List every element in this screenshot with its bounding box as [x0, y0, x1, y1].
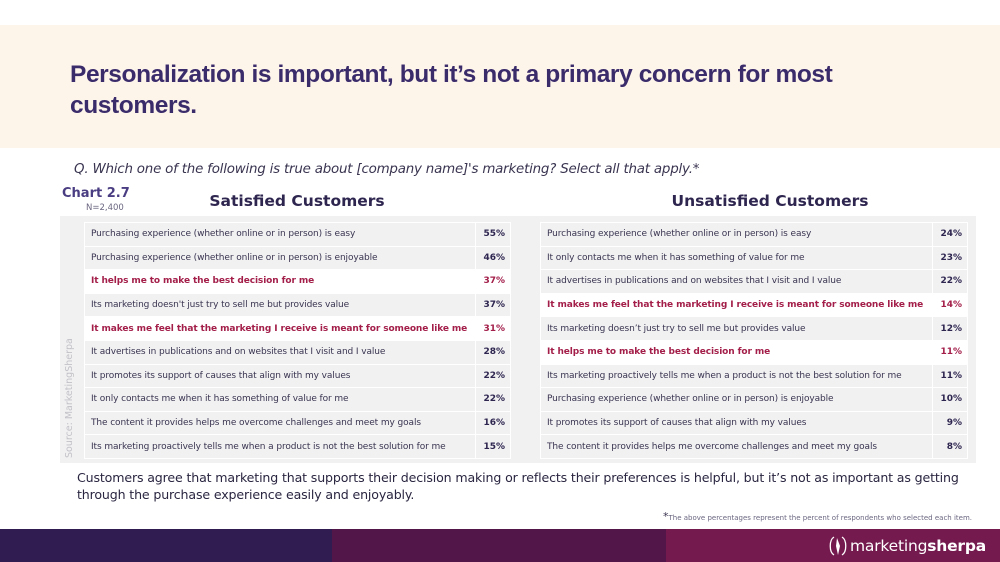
table-row: Its marketing proactively tells me when … [540, 363, 968, 389]
table-row: Purchasing experience (whether online or… [84, 222, 511, 247]
table-row: It makes me feel that the marketing I re… [540, 292, 968, 318]
row-percent: 14% [932, 292, 968, 318]
row-label: Purchasing experience (whether online or… [540, 387, 933, 412]
row-label: It only contacts me when it has somethin… [84, 387, 476, 412]
table-row: The content it provides helps me overcom… [540, 434, 968, 459]
footer-segment-1 [0, 529, 332, 562]
table-row: Its marketing doesn’t just try to sell m… [540, 316, 968, 341]
table-row: It helps me to make the best decision fo… [84, 269, 511, 294]
row-percent: 10% [932, 387, 968, 412]
table-row: It promotes its support of causes that a… [540, 410, 968, 436]
row-label: Purchasing experience (whether online or… [84, 222, 476, 247]
page-title: Personalization is important, but it’s n… [70, 61, 833, 119]
row-label: It helps me to make the best decision fo… [540, 339, 933, 365]
row-label: The content it provides helps me overcom… [540, 434, 933, 459]
footer-segment-3 [666, 529, 1000, 562]
row-label: Its marketing proactively tells me when … [84, 434, 476, 459]
row-percent: 31% [475, 316, 511, 341]
row-percent: 8% [932, 434, 968, 459]
table-row: It advertises in publications and on web… [540, 269, 968, 294]
table-row: It only contacts me when it has somethin… [540, 245, 968, 271]
row-label: It promotes its support of causes that a… [84, 363, 476, 389]
row-label: It only contacts me when it has somethin… [540, 245, 933, 271]
row-percent: 16% [475, 410, 511, 436]
row-percent: 12% [932, 316, 968, 341]
table-row: The content it provides helps me overcom… [84, 410, 511, 436]
table-row: It helps me to make the best decision fo… [540, 339, 968, 365]
survey-question: Q. Which one of the following is true ab… [74, 162, 700, 177]
row-label: It makes me feel that the marketing I re… [540, 292, 933, 318]
table-row: Purchasing experience (whether online or… [540, 222, 968, 247]
row-label: It advertises in publications and on web… [540, 269, 933, 294]
row-percent: 22% [475, 363, 511, 389]
unsatisfied-heading: Unsatisfied Customers [671, 192, 869, 210]
table-row: It only contacts me when it has somethin… [84, 387, 511, 412]
row-percent: 15% [475, 434, 511, 459]
table-row: Its marketing proactively tells me when … [84, 434, 511, 459]
footnote-text: The above percentages represent the perc… [668, 514, 972, 522]
table-row: Its marketing doesn't just try to sell m… [84, 292, 511, 318]
title-band: Personalization is important, but it’s n… [0, 25, 1000, 148]
row-label: It advertises in publications and on web… [84, 339, 476, 365]
table-row: Purchasing experience (whether online or… [84, 245, 511, 271]
row-label: It makes me feel that the marketing I re… [84, 316, 476, 341]
footer-segment-2 [332, 529, 666, 562]
row-label: Purchasing experience (whether online or… [540, 222, 933, 247]
row-label: It promotes its support of causes that a… [540, 410, 933, 436]
row-percent: 22% [932, 269, 968, 294]
footer-bar [0, 529, 1000, 562]
row-label: Its marketing doesn't just try to sell m… [84, 292, 476, 318]
row-percent: 46% [475, 245, 511, 271]
row-percent: 11% [932, 363, 968, 389]
table-row: It advertises in publications and on web… [84, 339, 511, 365]
row-label: Purchasing experience (whether online or… [84, 245, 476, 271]
row-percent: 28% [475, 339, 511, 365]
row-percent: 11% [932, 339, 968, 365]
sherpa-compass-icon [829, 536, 847, 556]
row-percent: 22% [475, 387, 511, 412]
table-row: It promotes its support of causes that a… [84, 363, 511, 389]
table-row: It makes me feel that the marketing I re… [84, 316, 511, 341]
satisfied-heading: Satisfied Customers [209, 192, 385, 210]
sample-size: N=2,400 [86, 203, 124, 213]
source-label: Source: MarketingSherpa [64, 338, 75, 458]
row-label: Its marketing proactively tells me when … [540, 363, 933, 389]
row-percent: 55% [475, 222, 511, 247]
table-row: Purchasing experience (whether online or… [540, 387, 968, 412]
brand-logo: marketing sherpa [828, 535, 986, 557]
brand-name-light: marketing [850, 537, 928, 555]
row-percent: 37% [475, 269, 511, 294]
footnote-star: * [663, 510, 669, 523]
row-label: It helps me to make the best decision fo… [84, 269, 476, 294]
unsatisfied-table: Purchasing experience (whether online or… [540, 222, 968, 459]
summary-text: Customers agree that marketing that supp… [77, 470, 959, 502]
satisfied-table: Purchasing experience (whether online or… [84, 222, 511, 459]
row-label: Its marketing doesn’t just try to sell m… [540, 316, 933, 341]
footnote: *The above percentages represent the per… [663, 510, 972, 523]
row-percent: 24% [932, 222, 968, 247]
chart-id: Chart 2.7 [62, 186, 130, 201]
row-percent: 23% [932, 245, 968, 271]
row-percent: 37% [475, 292, 511, 318]
row-percent: 9% [932, 410, 968, 436]
brand-name-bold: sherpa [927, 537, 986, 555]
row-label: The content it provides helps me overcom… [84, 410, 476, 436]
